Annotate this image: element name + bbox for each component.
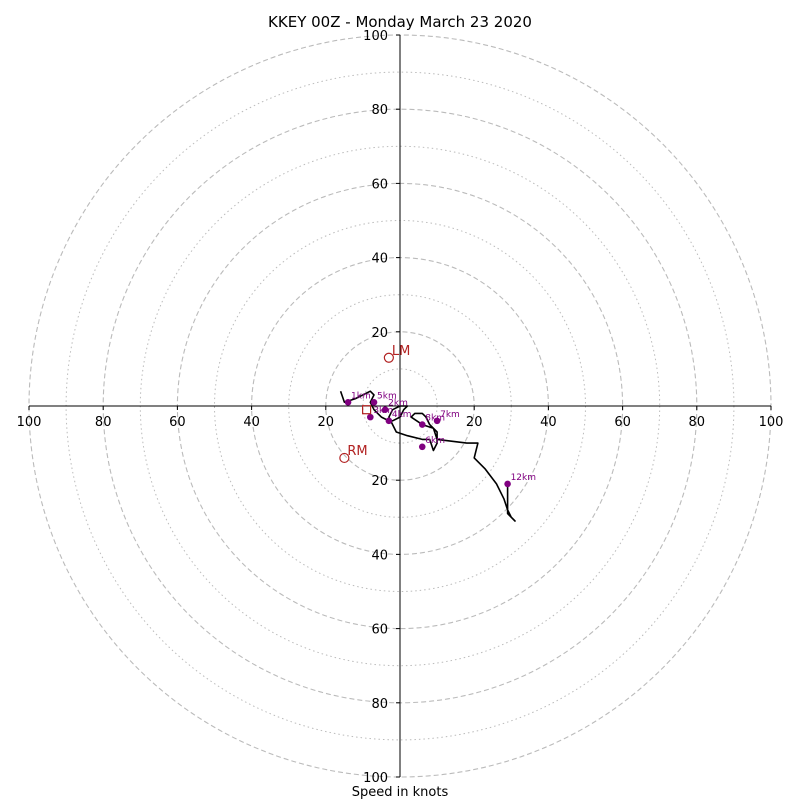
level-marker-1km [344,398,352,406]
x-tick-label: 40 [243,415,260,430]
x-tick-label: 100 [17,415,42,430]
level-label-1km: 1km [351,391,371,401]
level-marker-8km [418,421,426,428]
y-tick-label: 20 [371,326,388,341]
level-marker-5km [370,398,378,406]
level-label-6km: 6km [425,436,445,446]
y-tick-label: 60 [371,623,388,638]
level-marker-3km [367,413,374,421]
level-label-12km: 12km [511,473,536,483]
hodograph-line [339,390,516,522]
x-tick-label: 60 [169,415,186,430]
storm-motion-markers: LM RM [339,344,410,464]
storm-motion-label-RM: RM [347,444,367,459]
mean-wind-marker [362,405,372,415]
x-axis-label: Speed in knots [352,785,449,800]
level-label-5km: 5km [377,391,397,401]
y-tick-label: 80 [371,697,388,712]
tick-labels: 100 80 60 40 20 20 40 60 80 100 100 80 60 40 20 20 40 60 8… [17,29,784,786]
y-tick-label: 20 [371,474,388,489]
level-marker-7km [433,417,441,425]
x-tick-label: 20 [318,415,335,430]
level-marker-2km [381,406,389,414]
chart-title: KKEY 00Z - Monday March 23 2020 [268,13,532,31]
storm-motion-marker-LM [383,352,394,363]
hodograph-trace [339,390,516,522]
level-label-4km: 4km [392,410,412,420]
storm-motion-label-LM: LM [392,344,410,359]
x-tick-label: 20 [466,415,483,430]
x-tick-label: 80 [689,415,706,430]
level-marker-6km [418,443,426,451]
y-tick-label: 40 [371,548,388,563]
x-tick-label: 40 [540,415,557,430]
y-tick-label: 100 [363,29,388,44]
y-tick-label: 40 [371,252,388,267]
level-label-8km: 8km [425,414,445,424]
y-tick-label: 80 [371,103,388,118]
level-marker-4km [385,417,393,425]
storm-motion-marker-RM [339,452,350,464]
level-marker-12km [504,480,511,488]
level-label-2km: 2km [388,399,408,409]
x-tick-label: 60 [614,415,631,430]
y-tick-label: 60 [371,177,388,192]
level-label-7km: 7km [440,410,460,420]
x-tick-label: 100 [759,415,784,430]
level-label-3km: 3km [373,406,393,416]
x-tick-label: 80 [95,415,112,430]
y-tick-label: 100 [363,771,388,786]
